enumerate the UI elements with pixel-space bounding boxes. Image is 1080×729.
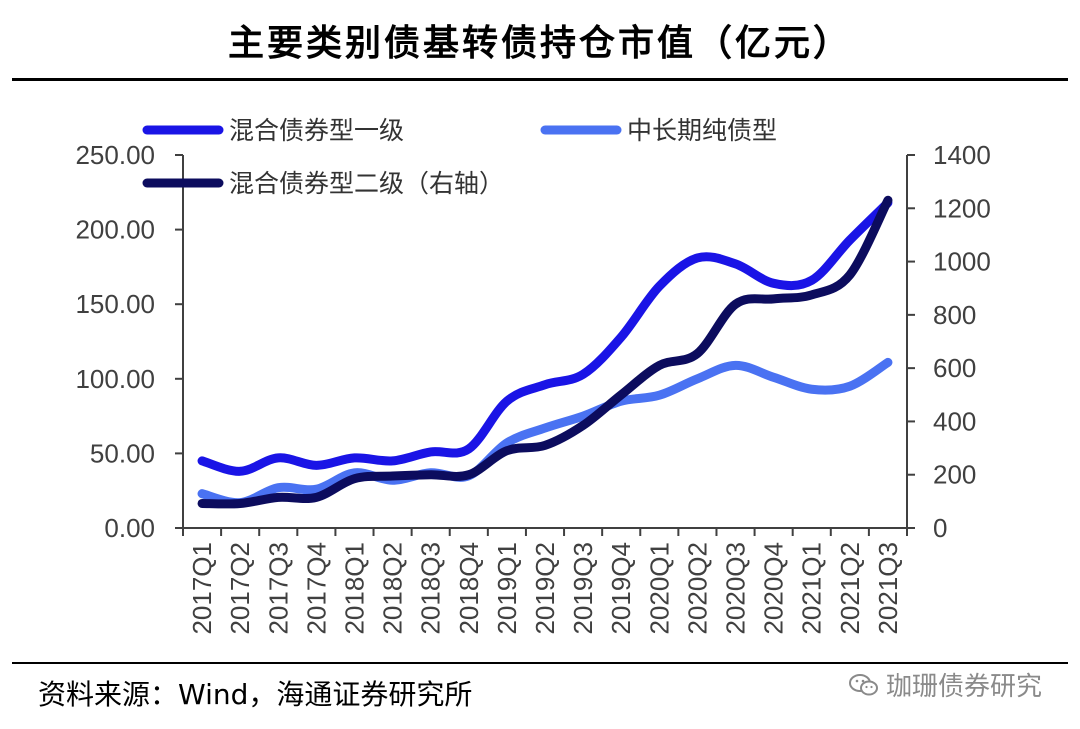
watermark: 珈珊债券研究	[848, 666, 1042, 703]
series-line-1	[197, 357, 893, 508]
right-axis: 0 200 400 600 800 1000 1200 1400	[906, 140, 991, 543]
x-tick-label: 2017Q4	[301, 542, 331, 635]
x-tick-label: 2020Q4	[759, 542, 789, 635]
right-tick-label: 600	[933, 353, 976, 383]
left-axis: 0.00 50.00 100.00 150.00 200.00 250.00	[75, 140, 184, 543]
left-tick-label: 0.00	[104, 513, 155, 543]
x-tick-label: 2019Q1	[492, 542, 522, 635]
source-note: 资料来源：Wind，海通证券研究所	[38, 678, 473, 711]
x-tick-label: 2021Q1	[797, 542, 827, 635]
x-tick-label: 2018Q3	[416, 542, 446, 635]
x-axis: 2017Q1 2017Q2 2017Q3 2017Q4 2018Q1 2018Q2 2018…	[182, 527, 908, 635]
x-tick-label: 2020Q1	[644, 542, 674, 635]
left-tick-label: 100.00	[75, 364, 155, 394]
legend-label: 混合债券型二级（右轴）	[229, 169, 504, 198]
x-tick-label: 2019Q2	[530, 542, 560, 635]
left-tick-label: 250.00	[75, 140, 155, 170]
line-chart: 0.00 50.00 100.00 150.00 200.00 250.00 0 200 40…	[75, 116, 991, 635]
left-tick-label: 50.00	[90, 438, 155, 468]
series-layer	[197, 195, 893, 509]
series-line-0	[197, 198, 893, 476]
x-tick-label: 2018Q2	[378, 542, 408, 635]
x-tick-label: 2018Q1	[339, 542, 369, 635]
x-tick-label: 2020Q2	[682, 542, 712, 635]
watermark-text: 珈珊债券研究	[886, 672, 1043, 702]
x-tick-label: 2019Q3	[568, 542, 598, 635]
right-tick-label: 0	[933, 513, 947, 543]
chart-title: 主要类别债基转债持仓市值（亿元）	[227, 22, 852, 64]
left-tick-label: 150.00	[75, 289, 155, 319]
title-divider	[12, 78, 1068, 81]
right-tick-label: 1200	[933, 193, 991, 223]
legend-label: 混合债券型一级	[229, 116, 404, 145]
x-tick-label: 2021Q2	[835, 542, 865, 635]
wechat-icon	[849, 673, 878, 695]
x-tick-label: 2021Q3	[873, 542, 903, 635]
series-line-2	[197, 195, 893, 509]
right-tick-label: 400	[933, 406, 976, 436]
right-tick-label: 200	[933, 460, 976, 490]
footer-divider	[12, 662, 1068, 664]
right-tick-label: 800	[933, 300, 976, 330]
left-tick-label: 200.00	[75, 215, 155, 245]
x-tick-label: 2017Q2	[225, 542, 255, 635]
x-tick-label: 2020Q3	[721, 542, 751, 635]
right-tick-label: 1400	[933, 140, 991, 170]
x-tick-label: 2018Q4	[454, 542, 484, 635]
x-tick-label: 2017Q3	[263, 542, 293, 635]
right-tick-label: 1000	[933, 247, 991, 277]
legend-label: 中长期纯债型	[627, 116, 777, 145]
x-tick-label: 2017Q1	[187, 542, 217, 635]
x-tick-label: 2019Q4	[606, 542, 636, 635]
